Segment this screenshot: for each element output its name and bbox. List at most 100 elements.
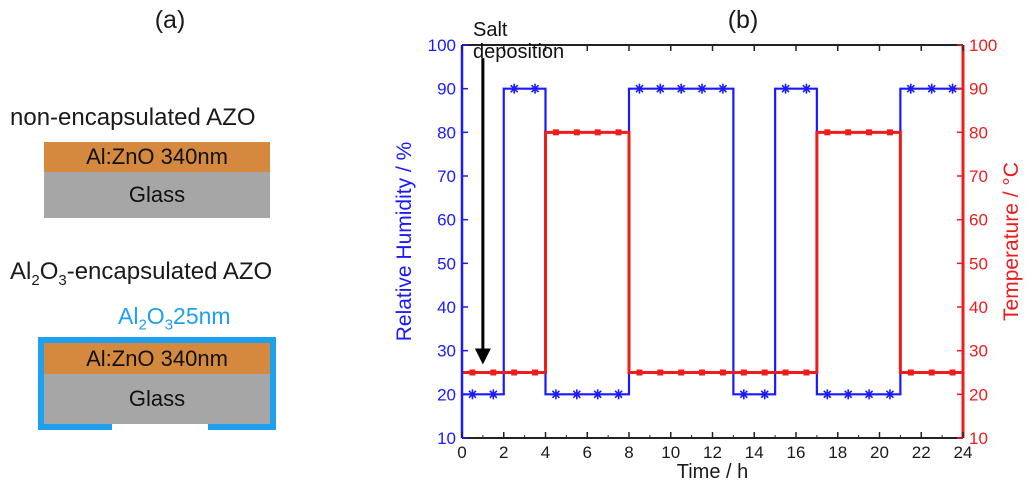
temperature-marker bbox=[678, 369, 685, 376]
left-y-axis-title: Relative Humidity / % bbox=[393, 142, 416, 342]
temperature-marker bbox=[511, 369, 518, 376]
x-tick-label: 10 bbox=[661, 443, 680, 462]
coating-right bbox=[270, 337, 276, 430]
temperature-marker bbox=[699, 369, 706, 376]
humidity-marker bbox=[530, 83, 541, 94]
humidity-marker bbox=[884, 389, 895, 400]
humidity-marker bbox=[759, 389, 770, 400]
temperature-marker bbox=[928, 369, 935, 376]
x-axis-title: Time / h bbox=[677, 461, 749, 483]
right-y-tick-label: 90 bbox=[969, 80, 988, 99]
humidity-marker bbox=[717, 83, 728, 94]
humidity-marker bbox=[509, 83, 520, 94]
humidity-marker bbox=[905, 83, 916, 94]
humidity-marker bbox=[864, 389, 875, 400]
temperature-marker bbox=[719, 369, 726, 376]
temperature-marker bbox=[615, 129, 622, 136]
panel-b-label: (b) bbox=[727, 6, 759, 34]
glass-substrate: Glass bbox=[44, 374, 270, 424]
x-tick-label: 4 bbox=[541, 443, 550, 462]
temperature-marker bbox=[761, 369, 768, 376]
encapsulated-title: Al2O3-encapsulated AZO bbox=[10, 258, 273, 289]
left-y-tick-label: 20 bbox=[437, 385, 456, 404]
humidity-marker bbox=[613, 389, 624, 400]
temperature-marker bbox=[636, 369, 643, 376]
left-y-tick-label: 100 bbox=[428, 36, 456, 55]
right-y-tick-label: 100 bbox=[969, 36, 997, 55]
temperature-marker bbox=[907, 369, 914, 376]
temperature-marker bbox=[573, 129, 580, 136]
left-y-tick-label: 30 bbox=[437, 342, 456, 361]
right-y-tick-label: 40 bbox=[969, 298, 988, 317]
right-y-tick-label: 10 bbox=[969, 429, 988, 448]
left-y-tick-label: 40 bbox=[437, 298, 456, 317]
x-tick-label: 18 bbox=[828, 443, 847, 462]
right-y-tick-label: 60 bbox=[969, 211, 988, 230]
coating-bottom-left bbox=[38, 424, 112, 430]
humidity-marker bbox=[592, 389, 603, 400]
x-tick-label: 20 bbox=[870, 443, 889, 462]
x-tick-label: 2 bbox=[499, 443, 508, 462]
coating-top bbox=[38, 337, 276, 343]
x-tick-label: 0 bbox=[457, 443, 466, 462]
right-y-tick-label: 20 bbox=[969, 385, 988, 404]
azo-layer: Al:ZnO 340nm bbox=[44, 343, 270, 374]
glass-substrate: Glass bbox=[44, 172, 270, 218]
temperature-marker bbox=[845, 129, 852, 136]
humidity-marker bbox=[634, 83, 645, 94]
coating-left bbox=[38, 337, 44, 430]
coating-bottom-right bbox=[208, 424, 276, 430]
humidity-marker bbox=[488, 389, 499, 400]
humidity-marker bbox=[550, 389, 561, 400]
humidity-marker bbox=[780, 83, 791, 94]
temperature-marker bbox=[469, 369, 476, 376]
left-y-tick-label: 80 bbox=[437, 123, 456, 142]
left-y-tick-label: 90 bbox=[437, 80, 456, 99]
temperature-series bbox=[462, 129, 963, 376]
temperature-marker bbox=[886, 129, 893, 136]
x-tick-label: 14 bbox=[745, 443, 764, 462]
humidity-marker bbox=[676, 83, 687, 94]
humidity-line bbox=[462, 87, 963, 396]
x-tick-label: 16 bbox=[787, 443, 806, 462]
humidity-marker bbox=[738, 389, 749, 400]
humidity-marker bbox=[697, 83, 708, 94]
annotation-text-line2: deposition bbox=[473, 41, 564, 63]
left-y-tick-label: 50 bbox=[437, 254, 456, 273]
right-y-tick-label: 30 bbox=[969, 342, 988, 361]
x-tick-label: 12 bbox=[703, 443, 722, 462]
temperature-marker bbox=[552, 129, 559, 136]
x-tick-label: 6 bbox=[583, 443, 592, 462]
humidity-marker bbox=[801, 83, 812, 94]
x-tick-label: 8 bbox=[624, 443, 633, 462]
right-y-tick-label: 80 bbox=[969, 123, 988, 142]
azo-layer: Al:ZnO 340nm bbox=[44, 142, 270, 172]
temperature-marker bbox=[949, 369, 956, 376]
humidity-series bbox=[462, 83, 963, 400]
annotation-text-line1: Salt bbox=[473, 19, 508, 41]
right-y-tick-label: 70 bbox=[969, 167, 988, 186]
coating-label: Al2O325nm bbox=[118, 303, 231, 334]
non-encapsulated-title: non-encapsulated AZO bbox=[10, 104, 256, 131]
humidity-marker bbox=[947, 83, 958, 94]
temperature-marker bbox=[824, 129, 831, 136]
temperature-marker bbox=[657, 369, 664, 376]
temperature-marker bbox=[594, 129, 601, 136]
left-y-tick-label: 10 bbox=[437, 429, 456, 448]
x-tick-label: 24 bbox=[954, 443, 973, 462]
humidity-marker bbox=[843, 389, 854, 400]
right-y-axis-title: Temperature / °C bbox=[1000, 162, 1023, 321]
humidity-marker bbox=[571, 389, 582, 400]
temperature-marker bbox=[803, 369, 810, 376]
temperature-marker bbox=[782, 369, 789, 376]
annotation-arrow-head bbox=[474, 348, 491, 365]
humidity-marker bbox=[467, 389, 478, 400]
left-y-tick-label: 60 bbox=[437, 211, 456, 230]
temperature-marker bbox=[866, 129, 873, 136]
left-y-tick-label: 70 bbox=[437, 167, 456, 186]
humidity-marker bbox=[926, 83, 937, 94]
temperature-line bbox=[462, 130, 963, 374]
temperature-marker bbox=[490, 369, 497, 376]
humidity-marker bbox=[655, 83, 666, 94]
